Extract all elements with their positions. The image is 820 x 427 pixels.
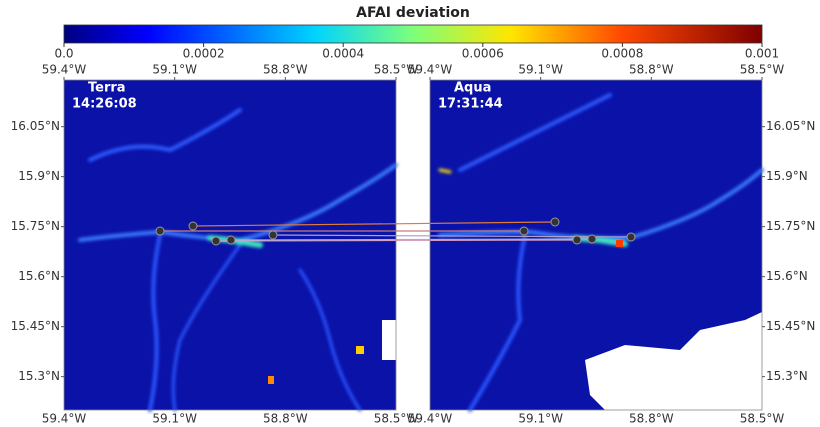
marker	[155, 226, 165, 236]
x-tick-label: 59.4°W	[42, 412, 87, 426]
hotspot	[616, 240, 623, 247]
colorbar-tick-label: 0.0008	[601, 47, 643, 61]
x-tick-label: 58.8°W	[629, 412, 674, 426]
x-tick-label: 58.8°W	[263, 412, 308, 426]
colorbar-tick-label: 0.0006	[462, 47, 504, 61]
panel-frame	[63, 79, 397, 411]
track	[215, 239, 578, 242]
colorbar-tick-label: 0.0002	[183, 47, 225, 61]
x-tick-label: 58.5°W	[740, 412, 785, 426]
x-tick-label: 58.5°W	[740, 63, 785, 77]
drift-tracks	[155, 217, 636, 246]
marker	[211, 236, 221, 246]
hotspot	[356, 346, 364, 354]
marker	[587, 234, 597, 244]
marker	[188, 221, 198, 231]
track	[230, 238, 593, 241]
marker	[626, 232, 636, 242]
y-tick-label: 15.45°N	[11, 319, 60, 333]
y-tick-label: 15.75°N	[11, 219, 60, 233]
track	[192, 221, 556, 227]
y-tick-label: 15.45°N	[766, 319, 815, 333]
terra-panel: Terra 14:26:08	[64, 80, 398, 412]
marker	[268, 230, 278, 240]
time-label: 14:26:08	[72, 97, 137, 112]
map-background	[64, 80, 396, 410]
x-tick-label: 59.4°W	[408, 63, 453, 77]
x-tick-label: 59.1°W	[518, 63, 563, 77]
y-tick-label: 16.05°N	[11, 119, 60, 133]
marker	[572, 235, 582, 245]
x-tick-label: 59.1°W	[518, 412, 563, 426]
marker	[550, 217, 560, 227]
land	[382, 320, 396, 360]
panel-frame	[429, 79, 763, 411]
colorbar-title: AFAI deviation	[356, 5, 470, 21]
colorbar-tick-label: 0.0004	[322, 47, 364, 61]
time-label: 17:31:44	[438, 97, 503, 112]
marker	[226, 235, 236, 245]
y-tick-label: 15.6°N	[18, 269, 60, 283]
colorbar-tick-label: 0.001	[745, 47, 779, 61]
x-tick-label: 59.1°W	[152, 412, 197, 426]
colorbar	[63, 24, 763, 44]
x-tick-label: 59.4°W	[42, 63, 87, 77]
x-tick-label: 59.1°W	[152, 63, 197, 77]
x-tick-label: 59.4°W	[408, 412, 453, 426]
x-tick-label: 58.8°W	[263, 63, 308, 77]
colorbar-tick-label: 0.0	[54, 47, 73, 61]
sensor-label: Aqua	[454, 81, 491, 96]
y-tick-label: 15.75°N	[766, 219, 815, 233]
y-tick-label: 15.9°N	[18, 169, 60, 183]
x-tick-label: 58.5°W	[374, 63, 419, 77]
y-tick-label: 16.05°N	[766, 119, 815, 133]
y-tick-label: 15.9°N	[766, 169, 808, 183]
y-tick-label: 15.3°N	[766, 369, 808, 383]
x-tick-label: 58.8°W	[629, 63, 674, 77]
track	[272, 234, 632, 238]
land	[585, 312, 762, 410]
x-tick-label: 58.5°W	[374, 412, 419, 426]
marker	[519, 226, 529, 236]
y-tick-label: 15.6°N	[766, 269, 808, 283]
sensor-label: Terra	[88, 81, 126, 96]
hotspot	[268, 376, 274, 384]
y-tick-label: 15.3°N	[18, 369, 60, 383]
aqua-panel: Aqua 17:31:44	[430, 80, 764, 412]
